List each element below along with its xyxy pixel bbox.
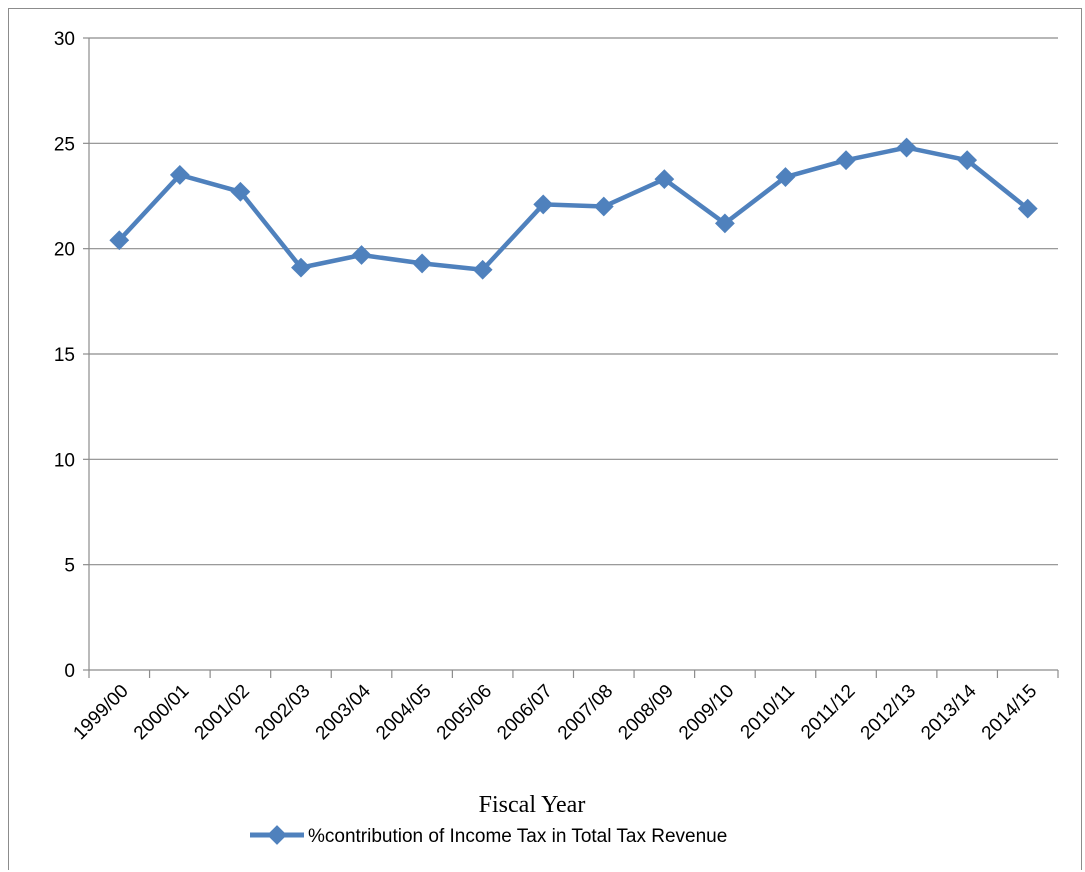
legend-label: %contribution of Income Tax in Total Tax… [308,826,727,847]
x-tick-label: 2010/11 [737,681,799,743]
x-tick-label: 2000/01 [130,681,193,744]
x-tick-label: 2009/10 [675,681,738,744]
y-tick-label: 25 [54,134,75,155]
y-tick-label: 30 [54,29,75,50]
data-point-marker [109,230,130,251]
x-tick-label: 2013/14 [917,680,981,744]
x-tick-label: 2012/13 [857,681,920,744]
data-series [109,137,1038,280]
legend: %contribution of Income Tax in Total Tax… [250,825,727,847]
gridlines [89,37,1058,566]
data-point-marker [472,259,493,280]
x-tick-label: 2007/08 [554,681,617,744]
data-point-marker [593,196,614,217]
data-point-marker [896,137,917,158]
x-tick-label: 2014/15 [978,681,1041,744]
x-tick-label: 2002/03 [251,681,314,744]
x-axis-title: Fiscal Year [479,792,586,818]
x-tick-label: 2006/07 [493,681,556,744]
data-point-marker [412,253,432,274]
x-tick-label: 2011/12 [797,681,859,743]
legend-marker-swatch [267,825,287,845]
y-tick-labels: 0 5 10 15 20 25 30 [54,29,75,682]
y-tick-label: 20 [54,240,75,261]
data-point-marker [351,245,372,265]
y-tick-label: 15 [54,345,75,366]
x-tick-label: 2008/09 [614,681,677,744]
axes [83,37,1059,678]
y-tick-label: 5 [64,556,75,577]
x-tick-label: 1999/00 [69,681,132,744]
y-tick-label: 10 [54,450,75,471]
data-point-marker [291,257,311,278]
x-tick-label: 2004/05 [372,681,435,744]
data-point-marker [836,150,856,171]
data-point-marker [169,165,190,185]
x-tick-label: 2005/06 [433,681,496,744]
y-tick-label: 0 [64,661,75,682]
series-line [117,145,1030,272]
x-tick-label: 2001/02 [191,681,254,744]
x-tick-label: 2003/04 [312,680,376,744]
x-tick-labels: 1999/002000/012001/022002/032003/042004/… [69,680,1041,744]
data-point-marker [230,181,251,202]
